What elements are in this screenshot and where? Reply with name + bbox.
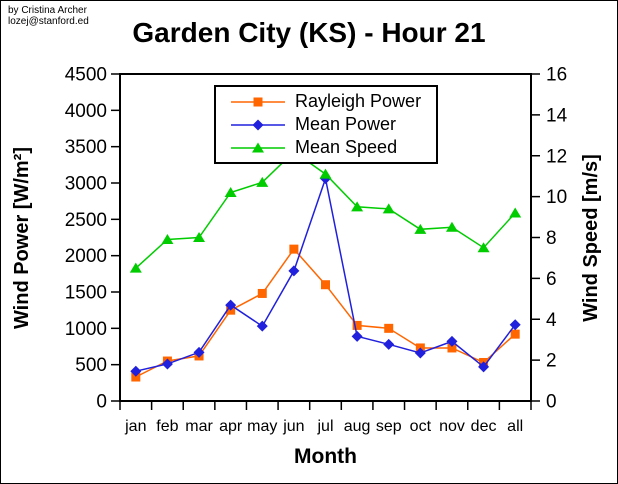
data-point-marker-square [384,323,394,333]
left-axis-tick-label: 3000 [65,174,107,195]
left-axis-tick-label: 2500 [65,210,107,231]
x-axis-tick-label: all [507,418,523,435]
x-axis-tick-label: jun [282,418,304,435]
right-axis-tick-label: 14 [546,105,568,126]
legend-label: Rayleigh Power [295,91,422,111]
x-axis-tick-label: jul [316,418,333,435]
data-point-marker-square [289,244,299,254]
series-line [135,247,516,378]
x-axis-tick-label: aug [344,418,371,435]
left-axis-tick-label: 4500 [65,65,107,86]
data-point-marker-diamond [414,347,426,359]
data-point-marker-diamond [130,365,142,377]
data-point-marker-square [131,372,141,382]
legend-item-rayleigh-power: Rayleigh Power [230,91,434,112]
legend: Rayleigh Power Mean Power Mean Speed [214,85,438,164]
series-rayleigh-power [131,244,520,382]
data-point-marker-diamond [252,119,264,130]
data-point-marker-diamond [351,330,363,342]
left-axis-tick-label: 500 [75,355,107,376]
data-point-marker-triangle [445,221,458,232]
right-axis-tick-label: 0 [546,392,557,413]
data-point-marker-diamond [288,265,300,277]
data-point-marker-square [321,280,330,290]
x-axis-tick-label: nov [439,418,465,435]
legend-item-mean-speed: Mean Speed [230,137,434,158]
data-point-marker-square [510,329,520,339]
data-point-marker-triangle [509,207,522,218]
data-point-marker-triangle [252,142,264,152]
left-axis-tick-label: 2000 [65,246,107,267]
legend-swatch-square-icon [231,97,285,106]
data-point-marker-square [253,97,263,106]
series-line [135,175,516,372]
data-point-marker-triangle [193,232,206,242]
left-axis-tick-label: 4000 [65,101,107,122]
x-axis-tick-label: apr [219,418,243,435]
data-point-marker-square [352,320,362,330]
data-point-marker-diamond [193,346,205,358]
right-axis-tick-label: 12 [546,146,567,167]
x-axis-tick-label: feb [156,418,178,435]
left-axis-tick-label: 0 [96,392,107,413]
credit-author: by Cristina Archer [8,5,87,16]
legend-item-mean-power: Mean Power [230,114,434,135]
legend-label: Mean Speed [295,137,398,157]
right-axis-tick-label: 16 [546,65,567,86]
right-axis-tick-label: 10 [546,187,567,208]
data-point-marker-triangle [414,223,427,234]
legend-swatch-triangle-icon [231,142,285,152]
chart-title: Garden City (KS) - Hour 21 [132,17,486,48]
right-axis-tick-label: 8 [546,228,557,249]
data-point-marker-triangle [319,168,332,179]
right-axis-title: Wind Speed [m/s] [580,154,602,322]
credit: by Cristina Archer lozej@stanford.ed [8,5,89,27]
data-point-marker-diamond [446,335,458,347]
data-point-marker-diamond [478,361,490,373]
x-axis-title: Month [294,445,357,468]
right-axis-tick-label: 2 [546,351,557,372]
left-axis-tick-label: 3500 [65,137,107,158]
data-point-marker-square [447,343,457,353]
left-axis-tick-label: 1000 [65,319,107,340]
right-axis-tick-label: 4 [546,310,557,331]
data-point-marker-diamond [161,358,173,370]
data-point-marker-triangle [224,187,237,198]
data-point-marker-diamond [383,338,395,350]
data-point-marker-triangle [161,234,174,245]
series-mean-power [130,173,521,377]
data-point-marker-triangle [351,201,364,212]
legend-label: Mean Power [295,114,397,134]
series-mean-speed [129,146,522,273]
data-point-marker-diamond [256,320,268,332]
x-axis-tick-label: sep [376,418,402,435]
credit-email: lozej@stanford.ed [8,16,89,27]
right-axis-tick-label: 6 [546,269,557,290]
data-point-marker-diamond [225,299,237,311]
data-point-marker-diamond [509,319,521,331]
x-axis-tick-label: oct [410,418,432,435]
data-point-marker-square [257,288,267,298]
x-axis-tick-label: mar [185,418,213,435]
x-axis-tick-label: dec [471,418,497,435]
data-point-marker-triangle [382,203,395,214]
x-axis-tick-label: jan [124,418,146,435]
legend-swatch-diamond-icon [231,119,285,130]
data-point-marker-triangle [477,242,490,253]
data-point-marker-triangle [129,262,142,273]
left-axis-title: Wind Power [W/m²] [11,147,33,329]
data-point-marker-triangle [256,176,269,187]
x-axis-tick-label: may [247,418,277,435]
left-axis-tick-label: 1500 [65,283,107,304]
